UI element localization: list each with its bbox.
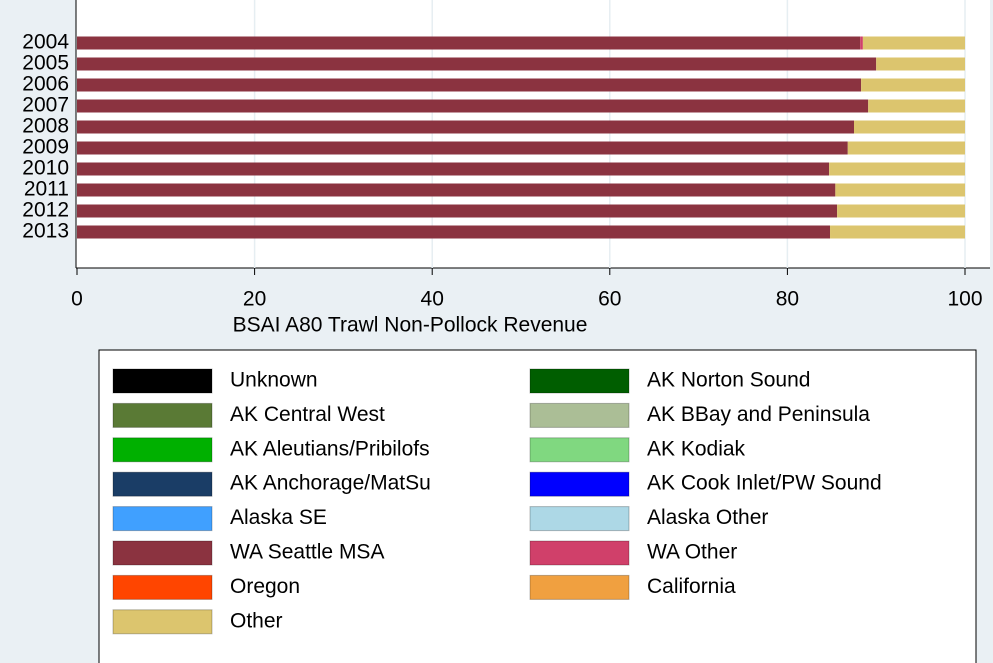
x-tick-label: 80 [776,288,799,311]
x-axis-label: BSAI A80 Trawl Non-Pollock Revenue [233,314,588,337]
bar-segment [835,183,965,197]
bar-segment [77,78,862,92]
legend-swatch [529,437,630,463]
legend-swatch [529,506,630,532]
y-tick-label: 2005 [22,52,69,75]
legend-label: Alaska Other [647,506,768,529]
bar-segment [77,99,869,113]
bar-segment [77,120,854,134]
legend-swatch [529,402,630,428]
legend-swatch [112,368,213,394]
y-tick-label: 2007 [22,94,69,117]
legend-label: AK Aleutians/Pribilofs [230,437,430,460]
x-tick-label: 100 [947,288,982,311]
bar-segment [847,141,965,155]
legend-label: AK Kodiak [647,437,746,460]
legend-label: AK Cook Inlet/PW Sound [647,472,882,495]
bar-segment [77,162,830,176]
legend-label: Other [230,609,283,632]
y-tick-label: 2009 [22,136,69,159]
x-tick-label: 0 [71,288,83,311]
x-tick-label: 40 [421,288,444,311]
bar-segment [77,183,836,197]
legend-label: AK Anchorage/MatSu [230,472,431,495]
bar-segment [861,78,965,92]
legend-label: California [647,575,736,598]
legend-label: Alaska SE [230,506,327,529]
legend-swatch [112,437,213,463]
legend-swatch [112,574,213,600]
legend-swatch [112,540,213,566]
legend-swatch [529,574,630,600]
y-tick-label: 2008 [22,115,69,138]
bar-segment [876,57,965,71]
legend-label: WA Seattle MSA [230,541,384,564]
bar-segment [854,120,965,134]
legend-swatch [529,540,630,566]
bar-segment [837,204,965,218]
legend [98,349,977,663]
legend-swatch [529,471,630,497]
y-tick-label: 2012 [22,199,69,222]
bar-segment [77,225,831,239]
legend-swatch [112,402,213,428]
legend-label: AK Central West [230,403,385,426]
bar-segment [77,57,877,71]
bar-segment [77,36,861,50]
x-tick-label: 60 [598,288,621,311]
legend-label: Oregon [230,575,300,598]
legend-label: WA Other [647,541,737,564]
legend-swatch [112,609,213,635]
bar-segment [77,204,838,218]
legend-swatch [529,368,630,394]
legend-swatch [112,471,213,497]
bar-segment [829,162,965,176]
x-tick-label: 20 [243,288,266,311]
bar-segment [868,99,965,113]
legend-swatch [112,506,213,532]
legend-label: AK Norton Sound [647,369,810,392]
bar-segment [862,36,965,50]
y-tick-label: 2011 [24,178,69,201]
y-tick-label: 2010 [22,157,69,180]
legend-label: Unknown [230,369,318,392]
y-tick-label: 2004 [22,31,69,54]
y-tick-label: 2013 [22,220,69,243]
y-tick-label: 2006 [22,73,69,96]
bar-segment [77,141,848,155]
legend-label: AK BBay and Peninsula [647,403,870,426]
bar-segment [860,36,863,50]
bar-segment [830,225,965,239]
